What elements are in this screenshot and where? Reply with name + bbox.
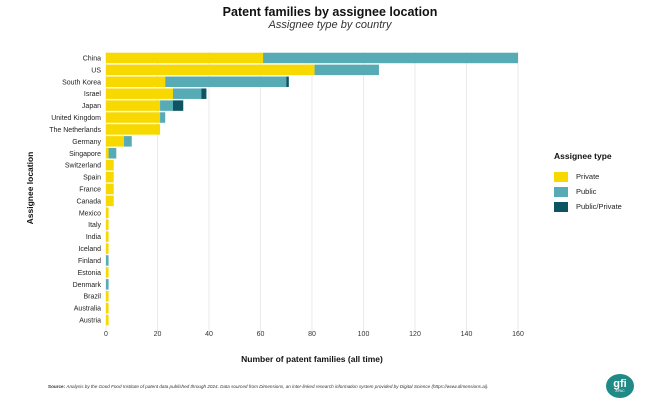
logo-main-text: gfi (613, 379, 626, 389)
category-label: Italy (88, 222, 101, 229)
x-tick-label: 60 (257, 331, 265, 338)
source-text: Analysis by the Good Food Institute of p… (66, 384, 488, 389)
legend-label-private: Private (576, 172, 599, 181)
category-label: India (86, 234, 101, 241)
category-label: Australia (74, 306, 101, 313)
x-tick-label: 40 (205, 331, 213, 338)
bar-public-private-south-korea (286, 77, 289, 87)
legend-title: Assignee type (554, 151, 622, 161)
bar-private-china (106, 53, 263, 63)
bar-private-austria (106, 315, 109, 325)
category-label: France (79, 187, 101, 194)
bar-private-australia (106, 303, 109, 313)
x-tick-label: 20 (154, 331, 162, 338)
bar-private-germany (106, 136, 124, 146)
legend-item-public: Public (554, 184, 622, 199)
bar-public-israel (173, 88, 201, 98)
legend: Assignee type Private Public Public/Priv… (554, 151, 622, 214)
bar-public-germany (124, 136, 132, 146)
category-label: United Kingdom (51, 115, 101, 122)
category-label: US (91, 67, 101, 74)
x-tick-label: 160 (512, 331, 524, 338)
bar-private-mexico (106, 208, 109, 218)
bar-public-private-israel (201, 88, 206, 98)
y-axis-title: Assignee location (25, 152, 35, 225)
bar-public-japan (160, 100, 173, 110)
category-label: Finland (78, 258, 101, 265)
source-note: Source: Analysis by the Good Food Instit… (48, 384, 489, 389)
logo-sub-text: APAC (615, 389, 624, 393)
category-label: Spain (83, 175, 101, 182)
bar-private-canada (106, 196, 114, 206)
legend-label-public-private: Public/Private (576, 202, 622, 211)
category-label: Austria (79, 318, 101, 325)
category-label: The Netherlands (49, 127, 101, 134)
legend-swatch-public (554, 187, 568, 197)
bar-private-the-netherlands (106, 124, 160, 134)
category-label: Iceland (78, 246, 101, 253)
bar-private-switzerland (106, 160, 114, 170)
bar-private-south-korea (106, 77, 165, 87)
bar-private-spain (106, 172, 114, 182)
category-label: Japan (82, 103, 101, 110)
bar-private-israel (106, 88, 173, 98)
legend-item-public-private: Public/Private (554, 199, 622, 214)
legend-swatch-public-private (554, 202, 568, 212)
gfi-logo: gfi APAC (606, 374, 634, 398)
category-label: Switzerland (65, 163, 101, 170)
bar-private-japan (106, 100, 160, 110)
x-tick-label: 120 (409, 331, 421, 338)
bar-public-china (263, 53, 518, 63)
bar-private-france (106, 184, 114, 194)
legend-label-public: Public (576, 187, 596, 196)
bar-private-iceland (106, 243, 109, 253)
bar-public-singapore (109, 148, 117, 158)
bar-private-us (106, 65, 315, 75)
bar-private-india (106, 231, 109, 241)
category-label: China (83, 55, 101, 62)
x-axis-title: Number of patent families (all time) (241, 354, 383, 364)
source-label: Source: (48, 384, 65, 389)
category-label: Singapore (69, 151, 101, 158)
category-label: Germany (72, 139, 101, 146)
legend-item-private: Private (554, 169, 622, 184)
category-label: Canada (76, 198, 101, 205)
x-tick-labels: 0 20 40 60 80 100 120 140 160 (104, 331, 524, 338)
bar-private-brazil (106, 291, 109, 301)
x-tick-label: 80 (308, 331, 316, 338)
category-label: Estonia (78, 270, 101, 277)
bar-public-south-korea (165, 77, 286, 87)
x-tick-label: 100 (358, 331, 370, 338)
bar-public-private-japan (173, 100, 183, 110)
category-label: Denmark (73, 282, 102, 289)
category-label: South Korea (62, 79, 101, 86)
bar-public-finland (106, 255, 109, 265)
bar-private-italy (106, 219, 109, 229)
bar-public-united-kingdom (160, 112, 165, 122)
x-tick-label: 140 (461, 331, 473, 338)
bar-public-denmark (106, 279, 109, 289)
category-label: Mexico (79, 210, 101, 217)
category-label: Israel (84, 91, 102, 98)
bar-private-united-kingdom (106, 112, 160, 122)
category-label: Brazil (83, 294, 101, 301)
bar-private-singapore (106, 148, 109, 158)
x-tick-label: 0 (104, 331, 108, 338)
bar-public-us (315, 65, 379, 75)
category-labels: China US South Korea Israel Japan United King… (49, 55, 101, 324)
bar-private-estonia (106, 267, 109, 277)
legend-swatch-private (554, 172, 568, 182)
